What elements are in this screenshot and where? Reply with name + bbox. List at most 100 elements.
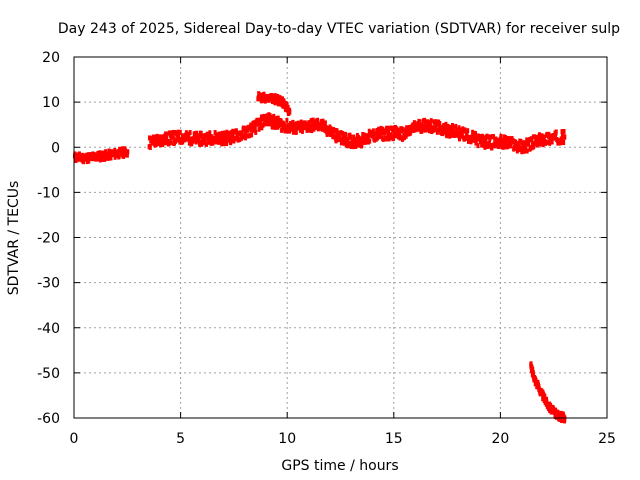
data-point <box>164 131 168 137</box>
data-point <box>521 144 525 150</box>
data-point <box>320 124 324 130</box>
data-point <box>310 128 314 134</box>
y-tick-label: 20 <box>42 50 60 66</box>
data-point <box>509 143 513 149</box>
x-axis-label: GPS time / hours <box>281 458 398 474</box>
data-point <box>159 137 163 143</box>
data-point <box>165 135 169 141</box>
data-point <box>197 135 201 141</box>
data-point <box>530 145 534 151</box>
data-point <box>505 139 509 145</box>
data-point <box>418 119 422 125</box>
data-point <box>249 127 253 133</box>
data-point <box>188 130 192 136</box>
data-point <box>503 138 507 144</box>
data-point <box>535 138 539 144</box>
data-point <box>387 128 391 134</box>
data-point <box>441 131 445 137</box>
data-point <box>524 140 528 146</box>
data-point <box>511 138 515 144</box>
data-point <box>527 141 531 147</box>
data-point <box>516 141 520 147</box>
data-point <box>243 135 247 141</box>
data-point <box>273 117 277 123</box>
data-point <box>473 131 477 137</box>
data-point <box>262 113 266 119</box>
data-point <box>222 134 226 140</box>
data-point <box>164 140 168 146</box>
data-point <box>315 125 319 131</box>
data-point <box>191 138 195 144</box>
data-point <box>300 128 304 134</box>
data-point <box>401 127 405 133</box>
data-point <box>87 158 91 164</box>
data-point <box>187 133 191 139</box>
data-point <box>280 127 284 133</box>
data-point <box>375 127 379 133</box>
data-point <box>384 136 388 142</box>
data-point <box>224 133 228 139</box>
data-point <box>254 129 258 135</box>
data-point <box>519 145 523 151</box>
data-point <box>169 140 173 146</box>
series-drop <box>529 361 567 424</box>
data-point <box>252 120 256 126</box>
data-point <box>225 140 229 146</box>
data-point <box>334 138 338 144</box>
data-point <box>97 156 101 162</box>
data-point <box>537 132 541 138</box>
data-point <box>454 123 458 129</box>
data-point <box>267 117 271 123</box>
data-point <box>215 132 219 138</box>
data-point <box>486 134 490 140</box>
data-point <box>544 140 548 146</box>
data-point <box>349 143 353 149</box>
data-point <box>445 133 449 139</box>
data-point <box>273 100 277 106</box>
data-point <box>339 130 343 136</box>
data-point <box>107 152 111 158</box>
data-point <box>320 126 324 132</box>
y-tick-label: -60 <box>37 411 60 427</box>
data-point <box>386 131 390 137</box>
chart-title: Day 243 of 2025, Sidereal Day-to-day VTE… <box>58 21 620 37</box>
data-point <box>221 138 225 144</box>
data-point <box>316 117 320 123</box>
data-point <box>290 124 294 130</box>
data-point <box>533 134 537 140</box>
data-point <box>244 132 248 138</box>
data-point <box>501 144 505 150</box>
data-point <box>562 140 566 146</box>
data-point <box>152 137 156 143</box>
data-point <box>358 140 362 146</box>
data-point <box>481 138 485 144</box>
data-point <box>542 134 546 140</box>
data-point <box>229 130 233 136</box>
data-point <box>441 126 445 132</box>
data-point <box>226 137 230 143</box>
data-point <box>332 134 336 140</box>
data-point <box>81 153 85 159</box>
data-point <box>272 121 276 127</box>
data-point <box>293 125 297 130</box>
data-point <box>213 135 217 141</box>
data-point <box>213 129 217 135</box>
data-point <box>263 98 267 104</box>
y-tick-label: -10 <box>37 185 60 201</box>
data-point <box>438 120 442 126</box>
data-point <box>524 143 527 149</box>
data-point <box>416 126 420 132</box>
data-point <box>107 155 111 161</box>
grid-lines <box>74 57 607 418</box>
data-point <box>352 134 356 140</box>
data-point <box>444 129 448 135</box>
y-tick-label: 0 <box>51 140 60 156</box>
data-point <box>537 137 541 143</box>
data-point <box>246 127 250 133</box>
data-point <box>413 121 417 127</box>
data-point <box>381 126 385 132</box>
data-point <box>116 149 120 155</box>
data-point <box>122 153 126 159</box>
data-point <box>365 133 369 139</box>
data-point <box>412 123 416 129</box>
